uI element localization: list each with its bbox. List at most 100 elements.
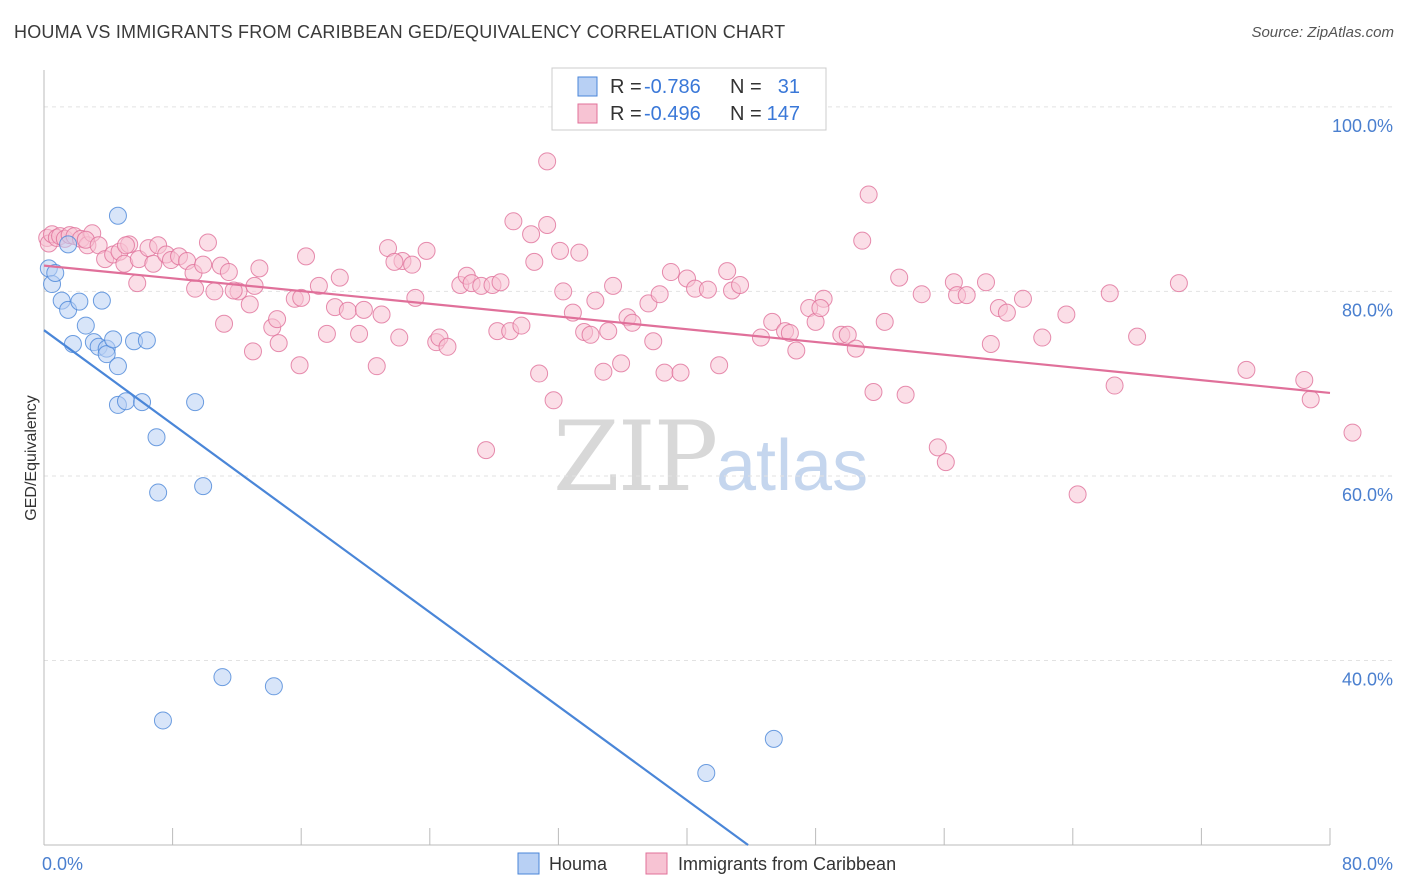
houma-point [92,291,111,310]
y-tick-label: 100.0% [1332,116,1393,136]
caribbean-point [1343,423,1362,442]
caribbean-point [116,236,135,255]
y-axis-title: GED/Equivalency [23,395,40,520]
caribbean-point [403,255,422,274]
bottom-legend-label-caribbean: Immigrants from Caribbean [678,854,896,874]
caribbean-point [215,314,234,333]
caribbean-point [1237,360,1256,379]
series-houma-points [39,206,783,783]
caribbean-point [512,316,531,335]
caribbean-point [144,254,163,273]
legend-swatch-houma [577,76,598,97]
caribbean-point [367,357,386,376]
caribbean-point [1033,328,1052,347]
caribbean-point [612,354,631,373]
caribbean-point [385,252,404,271]
top-legend-box [551,67,827,131]
legend-n-value-caribbean: 147 [767,103,800,125]
x-ticks [172,828,1331,845]
caribbean-point [780,323,799,342]
caribbean-point [290,356,309,375]
caribbean-point [763,312,782,331]
caribbean-point [205,282,224,301]
houma-point [264,677,283,696]
caribbean-point [957,286,976,305]
legend-n-label-houma: N = [730,76,762,98]
caribbean-point [710,356,729,375]
caribbean-point [581,325,600,344]
caribbean-point [538,152,557,171]
caribbean-point [309,276,328,295]
houma-point [697,764,716,783]
caribbean-point [838,325,857,344]
caribbean-point [224,281,243,300]
caribbean-point [1128,327,1147,346]
caribbean-point [599,322,618,341]
caribbean-point [194,255,213,274]
chart-source: Source: ZipAtlas.com [1251,24,1394,41]
trend-line-houma [43,329,749,846]
caribbean-point [981,335,1000,354]
caribbean-point [698,280,717,299]
caribbean-point [811,299,830,318]
watermark: ZIP atlas [553,401,868,513]
caribbean-point [1295,371,1314,389]
legend-swatch-caribbean [577,103,598,124]
caribbean-point [594,362,613,381]
caribbean-point [297,247,316,266]
caribbean-point [186,279,205,298]
houma-point [59,235,78,254]
caribbean-point [491,273,510,292]
caribbean-point [522,225,541,244]
caribbean-point [859,185,878,204]
caribbean-point [504,212,523,231]
caribbean-point [1013,289,1032,308]
legend-n-value-houma: 31 [778,76,800,98]
houma-point [137,331,156,350]
caribbean-point [554,282,573,301]
top-legend: R = -0.786 N = 31 R = -0.496 N = 147 [551,67,827,131]
caribbean-point [853,231,872,250]
legend-r-label-houma: R = [610,76,642,98]
caribbean-point [671,363,690,382]
legend-r-value-houma: -0.786 [644,76,701,98]
caribbean-point [292,288,311,307]
y-tick-label: 60.0% [1342,485,1393,505]
caribbean-point [544,391,563,410]
caribbean-point [438,337,457,356]
caribbean-point [661,263,680,282]
chart-title: HOUMA VS IMMIGRANTS FROM CARIBBEAN GED/E… [14,22,786,42]
gridlines [44,106,1393,661]
watermark-zip: ZIP [553,401,716,513]
houma-point [76,316,95,335]
caribbean-point [525,252,544,271]
caribbean-point [128,274,147,293]
caribbean-point [1100,284,1119,303]
caribbean-point [896,385,915,404]
caribbean-point [864,382,883,401]
houma-point [186,393,205,412]
caribbean-point [976,273,995,292]
caribbean-point [530,364,549,383]
caribbean-point [890,268,909,287]
houma-point [63,335,82,354]
y-tick-label: 80.0% [1342,300,1393,320]
houma-point [764,729,783,748]
houma-point [149,483,168,502]
caribbean-point [250,259,269,278]
caribbean-point [1105,376,1124,395]
bottom-legend: Houma Immigrants from Caribbean [517,852,896,875]
caribbean-point [997,303,1016,322]
caribbean-point [655,363,674,382]
caribbean-point [586,291,605,310]
caribbean-point [1169,274,1188,293]
trend-lines [43,264,1331,846]
caribbean-point [928,438,947,457]
caribbean-point [198,233,217,252]
caribbean-point [268,310,287,329]
caribbean-point [354,300,373,319]
houma-point [194,477,213,496]
caribbean-point [912,285,931,304]
houma-point [147,428,166,447]
